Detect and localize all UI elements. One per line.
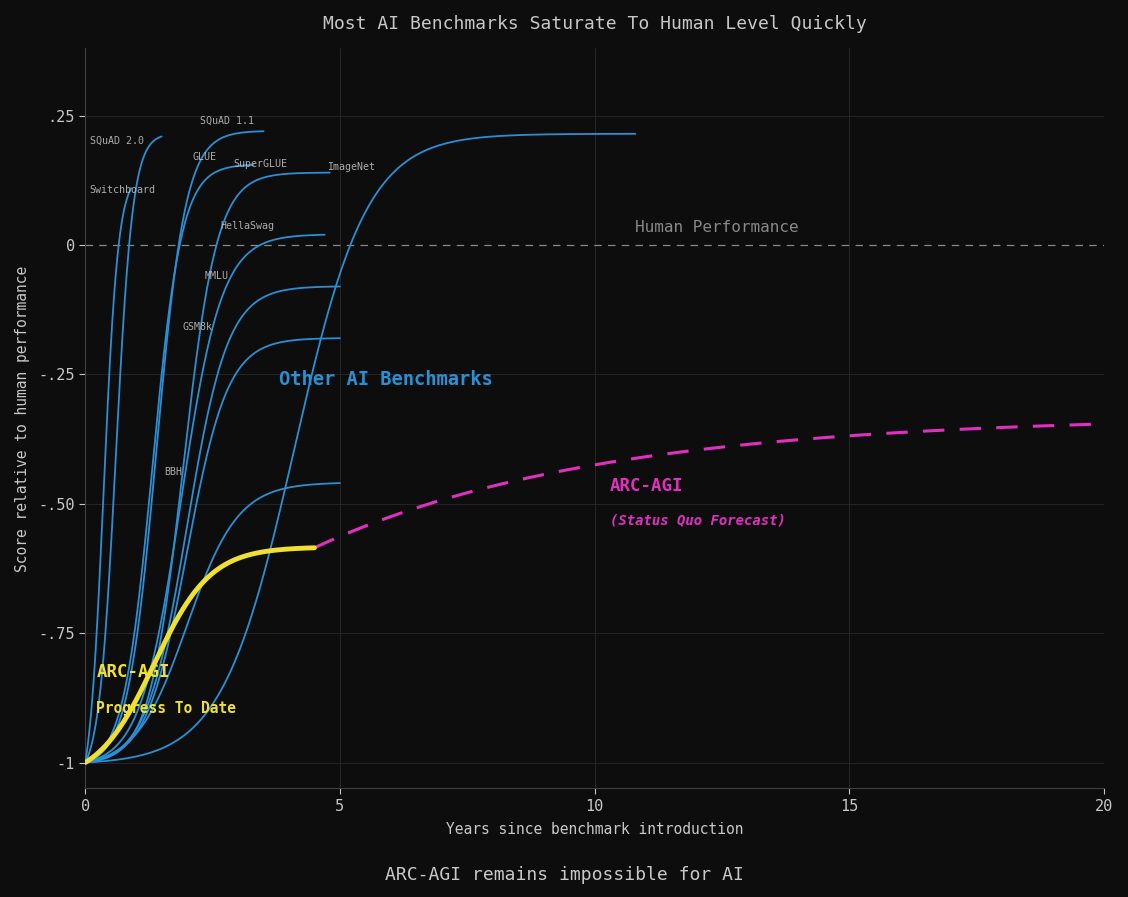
- Y-axis label: Score relative to human performance: Score relative to human performance: [15, 266, 30, 571]
- Text: SQuAD 2.0: SQuAD 2.0: [90, 136, 144, 146]
- Text: SuperGLUE: SuperGLUE: [233, 160, 287, 170]
- Text: BBH: BBH: [165, 467, 183, 477]
- Text: Human Performance: Human Performance: [635, 220, 799, 235]
- Text: Progress To Date: Progress To Date: [97, 701, 237, 717]
- X-axis label: Years since benchmark introduction: Years since benchmark introduction: [446, 823, 743, 837]
- Text: Switchboard: Switchboard: [90, 186, 156, 196]
- Text: ARC-AGI: ARC-AGI: [97, 663, 170, 681]
- Text: (Status Quo Forecast): (Status Quo Forecast): [610, 513, 786, 527]
- Text: ARC-AGI remains impossible for AI: ARC-AGI remains impossible for AI: [385, 866, 743, 884]
- Text: GSM8k: GSM8k: [182, 322, 212, 333]
- Text: HellaSwag: HellaSwag: [220, 221, 274, 231]
- Text: ARC-AGI: ARC-AGI: [610, 477, 684, 495]
- Title: Most AI Benchmarks Saturate To Human Level Quickly: Most AI Benchmarks Saturate To Human Lev…: [323, 15, 866, 33]
- Text: ImageNet: ImageNet: [327, 162, 376, 172]
- Text: GLUE: GLUE: [192, 152, 217, 161]
- Text: MMLU: MMLU: [205, 271, 229, 281]
- Text: Other AI Benchmarks: Other AI Benchmarks: [279, 370, 493, 388]
- Text: SQuAD 1.1: SQuAD 1.1: [200, 116, 254, 126]
